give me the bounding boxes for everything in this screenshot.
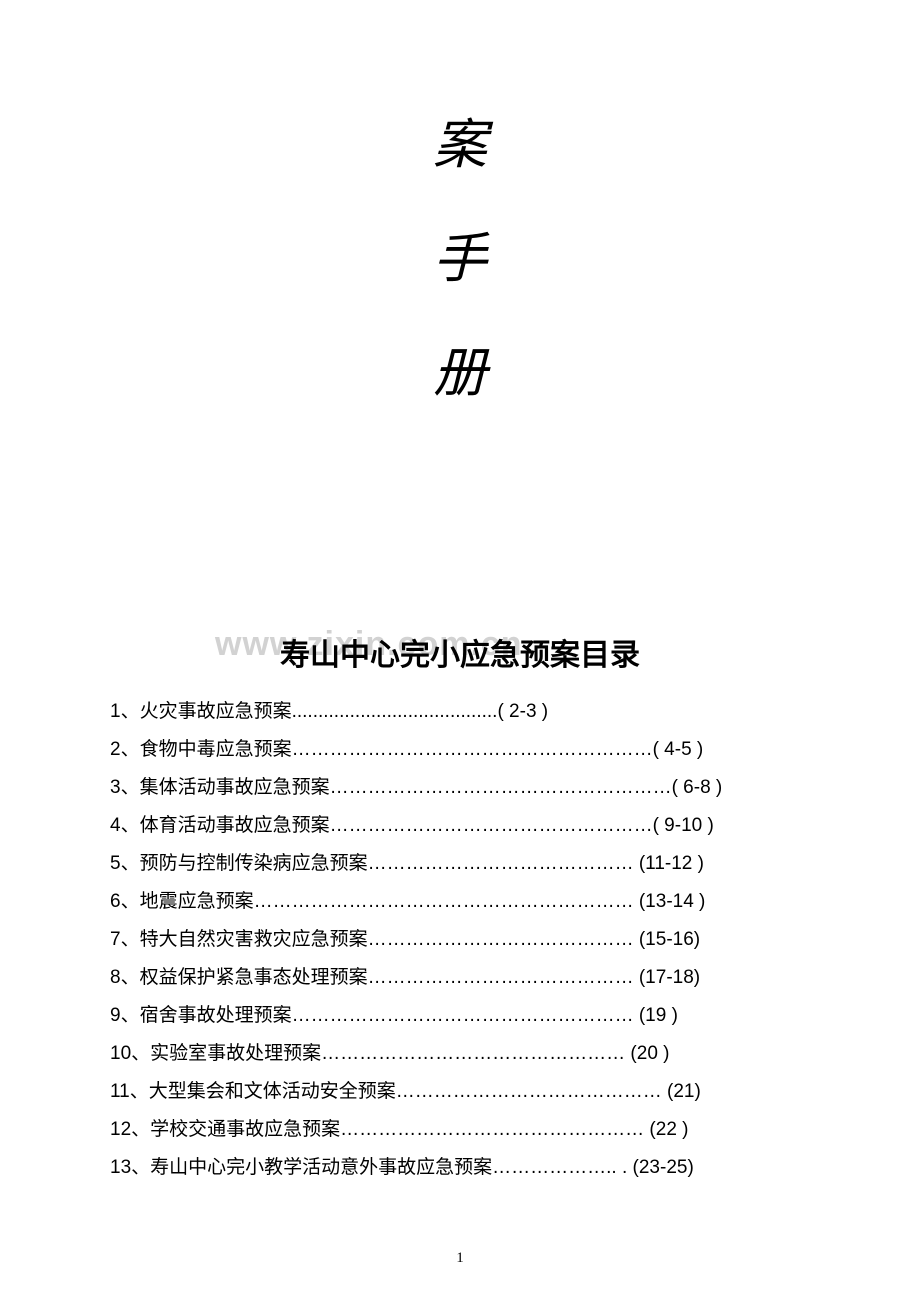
toc-text: 、预防与控制传染病应急预案…………………………………… (11-12 ) [121,853,704,874]
toc-item: 1、火灾事故应急预案..............................… [110,693,805,731]
toc-num: 9 [110,1005,121,1026]
toc-title: 寿山中心完小应急预案目录 [0,630,920,674]
toc-text: 、宿舍事故处理预案……………………………………………… (19 ) [121,1005,678,1026]
toc-list: 1、火灾事故应急预案..............................… [110,693,805,1187]
title-char-2: 手 [433,214,487,293]
toc-item: 4、体育活动事故应急预案……………………………………………( 9-10 ) [110,807,805,845]
toc-num: 8 [110,967,121,988]
toc-item: 10、实验室事故处理预案………………………………………… (20 ) [110,1035,805,1073]
toc-text: 、火灾事故应急预案...............................… [121,701,549,722]
toc-item: 13、寿山中心完小教学活动意外事故应急预案……………….. . (23-25) [110,1149,805,1187]
toc-num: 13 [110,1157,131,1178]
toc-text: 、权益保护紧急事态处理预案…………………………………… (17-18) [121,967,701,988]
toc-num: 2 [110,739,121,760]
toc-num: 5 [110,853,121,874]
toc-text: 、集体活动事故应急预案………………………………………………( 6-8 ) [121,777,723,798]
toc-item: 7、特大自然灾害救灾应急预案…………………………………… (15-16) [110,921,805,959]
toc-num: 11 [110,1081,130,1102]
toc-num: 3 [110,777,121,798]
toc-item: 12、学校交通事故应急预案………………………………………… (22 ) [110,1111,805,1149]
toc-num: 6 [110,891,121,912]
toc-num: 1 [110,701,121,722]
toc-text: 、寿山中心完小教学活动意外事故应急预案……………….. . (23-25) [131,1157,694,1178]
toc-text: 、大型集会和文体活动安全预案…………………………………… (21) [130,1081,701,1102]
page-number: 1 [0,1250,920,1267]
toc-num: 7 [110,929,121,950]
toc-text: 、实验室事故处理预案………………………………………… (20 ) [131,1043,669,1064]
toc-num: 12 [110,1119,131,1140]
vertical-title-section: 案 手 册 [0,100,920,407]
toc-item: 3、集体活动事故应急预案………………………………………………( 6-8 ) [110,769,805,807]
toc-text: 、体育活动事故应急预案……………………………………………( 9-10 ) [121,815,714,836]
toc-item: 2、食物中毒应急预案…………………………………………………( 4-5 ) [110,731,805,769]
toc-num: 10 [110,1043,131,1064]
toc-item: 5、预防与控制传染病应急预案…………………………………… (11-12 ) [110,845,805,883]
toc-item: 11、大型集会和文体活动安全预案…………………………………… (21) [110,1073,805,1111]
toc-item: 9、宿舍事故处理预案……………………………………………… (19 ) [110,997,805,1035]
toc-text: 、食物中毒应急预案…………………………………………………( 4-5 ) [121,739,704,760]
toc-text: 、地震应急预案…………………………………………………… (13-14 ) [121,891,706,912]
toc-num: 4 [110,815,121,836]
title-char-3: 册 [433,328,487,407]
title-char-1: 案 [433,100,487,179]
toc-text: 、学校交通事故应急预案………………………………………… (22 ) [131,1119,688,1140]
toc-item: 6、地震应急预案…………………………………………………… (13-14 ) [110,883,805,921]
toc-text: 、特大自然灾害救灾应急预案…………………………………… (15-16) [121,929,701,950]
toc-item: 8、权益保护紧急事态处理预案…………………………………… (17-18) [110,959,805,997]
